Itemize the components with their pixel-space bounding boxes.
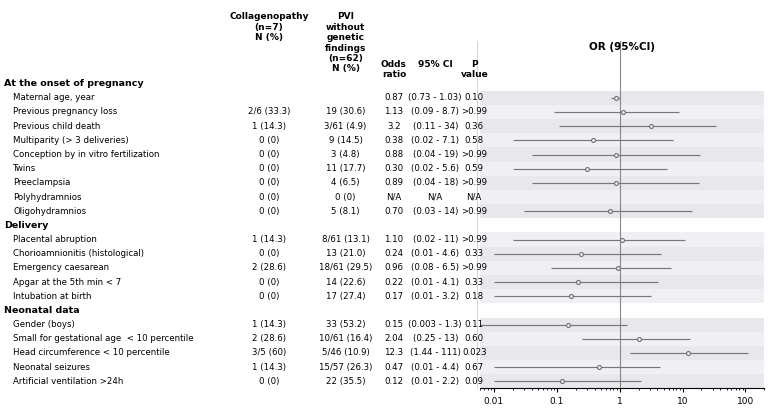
Bar [480,119,764,133]
Text: Apgar at the 5th min < 7: Apgar at the 5th min < 7 [13,277,122,286]
Text: Head circumference < 10 percentile: Head circumference < 10 percentile [13,349,170,358]
Text: (0.01 - 4.6): (0.01 - 4.6) [411,249,459,258]
Bar [480,261,764,275]
Text: 13 (21.0): 13 (21.0) [326,249,365,258]
Text: 0.24: 0.24 [385,249,403,258]
Text: >0.99: >0.99 [461,108,488,116]
Text: Delivery: Delivery [4,221,48,230]
Text: N/A: N/A [427,192,443,201]
Text: 5/46 (10.9): 5/46 (10.9) [321,349,370,358]
Text: 17 (27.4): 17 (27.4) [326,292,365,301]
Text: 0.18: 0.18 [465,292,484,301]
Text: 1 (14.3): 1 (14.3) [252,122,286,131]
Text: 1.13: 1.13 [385,108,403,116]
Text: (0.02 - 11): (0.02 - 11) [413,235,458,244]
Text: 3/5 (60): 3/5 (60) [252,349,286,358]
Text: Oligohydramnios: Oligohydramnios [13,207,87,216]
Text: 4 (6.5): 4 (6.5) [332,178,360,187]
Text: Small for gestational age  < 10 percentile: Small for gestational age < 10 percentil… [13,334,194,343]
Text: (0.73 - 1.03): (0.73 - 1.03) [409,93,462,102]
Bar [480,289,764,303]
Text: 2 (28.6): 2 (28.6) [252,263,286,272]
Text: 0.59: 0.59 [465,164,484,173]
Text: OR (95%Cl): OR (95%Cl) [589,42,655,52]
Text: 95% CI: 95% CI [418,60,452,69]
Text: 14 (22.6): 14 (22.6) [326,277,365,286]
Text: 1.10: 1.10 [385,235,403,244]
Text: 0 (0): 0 (0) [335,192,356,201]
Text: 3 (4.8): 3 (4.8) [332,150,360,159]
Text: Gender (boys): Gender (boys) [13,320,75,329]
Text: (0.11 - 34): (0.11 - 34) [413,122,458,131]
Text: Emergency caesarean: Emergency caesarean [13,263,109,272]
Bar [480,148,764,162]
Text: P
value: P value [460,60,488,79]
Text: 0.15: 0.15 [385,320,403,329]
Bar [480,133,764,148]
Text: Neonatal seizures: Neonatal seizures [13,363,90,372]
Text: (0.04 - 18): (0.04 - 18) [413,178,458,187]
Text: PVI
without
genetic
findings
(n=62)
N (%): PVI without genetic findings (n=62) N (%… [324,12,367,73]
Text: >0.99: >0.99 [461,235,488,244]
Text: 1 (14.3): 1 (14.3) [252,363,286,372]
Text: 0.67: 0.67 [465,363,484,372]
Text: Artificial ventilation >24h: Artificial ventilation >24h [13,377,124,386]
Text: 2/6 (33.3): 2/6 (33.3) [248,108,290,116]
Bar [480,204,764,218]
Bar [480,374,764,388]
Text: 3.2: 3.2 [387,122,401,131]
Text: Placental abruption: Placental abruption [13,235,98,244]
Text: 0 (0): 0 (0) [259,178,279,187]
Text: 0.33: 0.33 [465,249,484,258]
Text: (0.02 - 5.6): (0.02 - 5.6) [411,164,459,173]
Bar [480,247,764,261]
Text: >0.99: >0.99 [461,207,488,216]
Text: (0.01 - 3.2): (0.01 - 3.2) [411,292,459,301]
Text: >0.99: >0.99 [461,263,488,272]
Text: 0 (0): 0 (0) [259,292,279,301]
Text: 0.60: 0.60 [465,334,484,343]
Text: N/A: N/A [386,192,402,201]
Text: 0.11: 0.11 [465,320,484,329]
Text: Conception by in vitro fertilization: Conception by in vitro fertilization [13,150,160,159]
Text: 9 (14.5): 9 (14.5) [328,136,363,145]
Text: 0.023: 0.023 [462,349,487,358]
Text: 0.12: 0.12 [385,377,403,386]
Text: >0.99: >0.99 [461,178,488,187]
Text: 1 (14.3): 1 (14.3) [252,235,286,244]
Text: 0.96: 0.96 [385,263,403,272]
Bar [480,91,764,105]
Text: 0.09: 0.09 [465,377,484,386]
Text: 0.36: 0.36 [465,122,484,131]
Text: 0.30: 0.30 [385,164,403,173]
Text: Polyhydramnios: Polyhydramnios [13,192,82,201]
Text: 15/57 (26.3): 15/57 (26.3) [319,363,372,372]
Text: (0.01 - 2.2): (0.01 - 2.2) [411,377,459,386]
Text: 5 (8.1): 5 (8.1) [332,207,360,216]
Text: (0.25 - 13): (0.25 - 13) [413,334,458,343]
Text: (0.003 - 1.3): (0.003 - 1.3) [409,320,462,329]
Bar [480,233,764,247]
Text: Odds
ratio: Odds ratio [381,60,407,79]
Text: 11 (17.7): 11 (17.7) [326,164,365,173]
Text: (0.01 - 4.1): (0.01 - 4.1) [411,277,459,286]
Text: 0.47: 0.47 [385,363,403,372]
Text: 1 (14.3): 1 (14.3) [252,320,286,329]
Text: 0.87: 0.87 [385,93,403,102]
Text: 8/61 (13.1): 8/61 (13.1) [321,235,370,244]
Text: 0 (0): 0 (0) [259,249,279,258]
Text: 0.70: 0.70 [385,207,403,216]
Text: (0.02 - 7.1): (0.02 - 7.1) [411,136,459,145]
Text: 0.22: 0.22 [385,277,403,286]
Text: 22 (35.5): 22 (35.5) [326,377,365,386]
Bar [480,162,764,176]
Text: Collagenopathy
(n=7)
N (%): Collagenopathy (n=7) N (%) [229,12,309,42]
Bar [480,105,764,119]
Text: (0.01 - 4.4): (0.01 - 4.4) [411,363,459,372]
Text: 0.38: 0.38 [385,136,403,145]
Text: 0 (0): 0 (0) [259,192,279,201]
Text: Multiparity (> 3 deliveries): Multiparity (> 3 deliveries) [13,136,129,145]
Text: 10/61 (16.4): 10/61 (16.4) [319,334,372,343]
Text: 0.58: 0.58 [465,136,484,145]
Text: 2.04: 2.04 [385,334,403,343]
